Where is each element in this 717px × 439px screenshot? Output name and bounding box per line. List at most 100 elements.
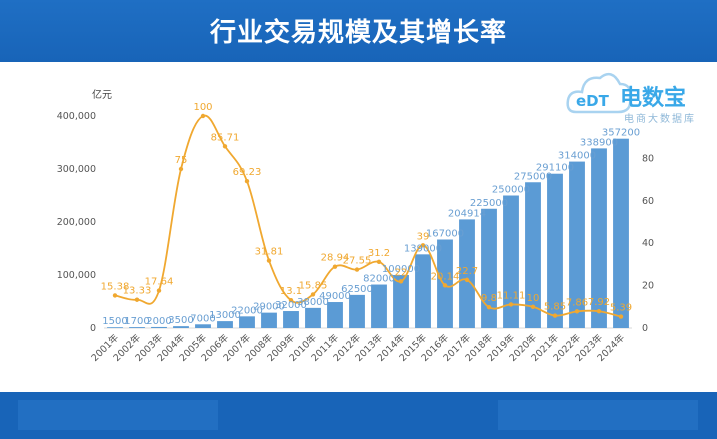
growth-rate-point <box>178 166 184 172</box>
bar <box>591 148 607 328</box>
growth-rate-label: 85.71 <box>211 132 240 143</box>
bar <box>481 208 497 328</box>
bar-value-label: 38000 <box>297 297 329 308</box>
bar <box>459 219 475 328</box>
growth-rate-label: 13.33 <box>123 286 152 297</box>
watermark-logo-text: eDT <box>576 92 610 110</box>
growth-rate-label: 69.23 <box>233 167 262 178</box>
bar <box>107 327 123 328</box>
bar-value-label: 275000 <box>514 171 552 182</box>
watermark-name: 电数宝 <box>620 86 687 111</box>
growth-rate-point <box>222 144 228 149</box>
growth-rate-label: 31.81 <box>255 247 284 258</box>
bar <box>349 294 365 328</box>
growth-rate-label: 27.55 <box>343 256 372 267</box>
growth-rate-label: 31.2 <box>368 248 390 259</box>
bar <box>151 326 167 328</box>
bar-value-label: 225000 <box>470 198 508 209</box>
growth-rate-point <box>156 288 162 293</box>
y2-tick-label: 40 <box>642 238 654 249</box>
bar <box>415 254 431 328</box>
watermark-cloud-icon: eDT <box>566 72 632 114</box>
bar-value-label: 139000 <box>404 243 442 254</box>
growth-rate-label: 11.11 <box>497 290 526 301</box>
y2-tick-label: 60 <box>642 196 654 207</box>
growth-rate-label: 22 <box>395 267 408 278</box>
growth-rate-point <box>618 314 624 319</box>
bar <box>613 138 629 328</box>
growth-rate-point <box>486 305 492 310</box>
bar <box>129 327 145 328</box>
bar-value-label: 29000 <box>253 302 285 313</box>
growth-rate-label: 39 <box>417 231 430 242</box>
growth-rate-point <box>134 297 140 302</box>
growth-rate-point <box>530 304 536 309</box>
bar-value-label: 2000 <box>146 316 171 327</box>
bar <box>261 312 277 328</box>
growth-rate-point <box>244 179 250 184</box>
growth-rate-label: 28.94 <box>321 253 350 264</box>
y-tick-label: 100,000 <box>57 270 96 281</box>
bar-value-label: 338900 <box>580 137 618 148</box>
watermark-subtitle: 电商大数据库 <box>624 114 696 125</box>
growth-rate-point <box>442 283 448 288</box>
page-title: 行业交易规模及其增长率 <box>209 18 507 48</box>
bar <box>371 284 387 328</box>
growth-rate-point <box>310 292 316 297</box>
growth-rate-label: 9.8 <box>481 293 497 304</box>
growth-rate-label: 17.64 <box>145 277 174 288</box>
bar <box>547 173 563 328</box>
y2-tick-label: 0 <box>642 323 648 334</box>
growth-rate-point <box>376 259 382 265</box>
bar-value-label: 32000 <box>275 300 307 311</box>
growth-rate-point <box>464 277 470 283</box>
growth-rate-label: 5.39 <box>610 303 632 314</box>
growth-rate-point <box>596 309 602 314</box>
y2-tick-label: 80 <box>642 153 654 164</box>
growth-rate-label: 75 <box>175 155 188 166</box>
growth-rate-label: 15.85 <box>299 280 328 291</box>
growth-rate-label: 5.85 <box>544 302 566 313</box>
y-tick-label: 300,000 <box>57 164 96 175</box>
growth-rate-point <box>266 258 272 263</box>
bar-value-label: 204914 <box>448 208 486 219</box>
header-banner <box>0 0 717 62</box>
bar-value-label: 22000 <box>231 305 263 316</box>
bar-value-label: 62500 <box>341 284 373 295</box>
bar-value-label: 167000 <box>426 228 464 239</box>
bar <box>503 195 519 328</box>
growth-rate-label: 22.7 <box>456 266 478 277</box>
footer-band-right <box>498 400 698 430</box>
bar-value-label: 357200 <box>602 128 640 139</box>
bar <box>569 161 585 328</box>
y-tick-label: 200,000 <box>57 217 96 228</box>
growth-rate-point <box>354 267 360 272</box>
bar-value-label: 13000 <box>209 310 241 321</box>
growth-rate-label: 100 <box>193 102 212 113</box>
growth-rate-label: 7.86 <box>566 297 588 308</box>
growth-rate-label: 7.92 <box>588 297 610 308</box>
bar-value-label: 291100 <box>536 163 574 174</box>
growth-rate-point <box>200 113 206 119</box>
bar <box>525 182 541 328</box>
growth-rate-point <box>332 264 338 269</box>
bar-value-label: 314000 <box>558 151 596 162</box>
bar-value-label: 1500 <box>102 316 127 327</box>
bar-value-label: 49000 <box>319 291 351 302</box>
bar-value-label: 250000 <box>492 185 530 196</box>
footer-band-left <box>18 400 218 430</box>
growth-rate-point <box>112 293 118 298</box>
growth-rate-point <box>552 313 558 318</box>
growth-rate-point <box>574 309 580 314</box>
y-axis-unit: 亿元 <box>92 88 112 101</box>
growth-rate-label: 13.1 <box>280 286 302 297</box>
growth-rate-point <box>288 298 294 303</box>
growth-rate-label: 10 <box>527 293 540 304</box>
y-tick-label: 0 <box>90 323 96 334</box>
bar-value-label: 1700 <box>124 316 149 327</box>
bar <box>305 307 321 328</box>
growth-rate-label: 15.38 <box>101 281 130 292</box>
bar <box>393 275 409 328</box>
bar <box>327 302 343 328</box>
trade-scale-chart: 亿元 0 100,000 200,000 300,000 400,000 0 20 40 60 80… <box>57 88 654 364</box>
